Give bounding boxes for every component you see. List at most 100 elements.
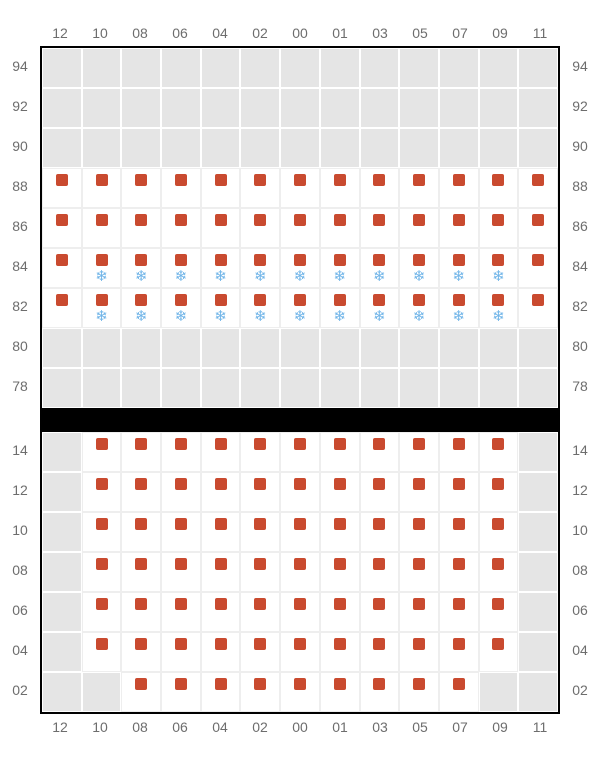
seat-cell[interactable] xyxy=(201,672,241,712)
seat-cell[interactable] xyxy=(439,512,479,552)
seat-cell[interactable] xyxy=(479,552,519,592)
seat-cell[interactable] xyxy=(360,512,400,552)
seat-cell[interactable] xyxy=(121,472,161,512)
seat-cell[interactable] xyxy=(280,512,320,552)
seat-cell[interactable]: ❄ xyxy=(479,248,519,288)
seat-cell[interactable]: ❄ xyxy=(360,288,400,328)
seat-cell[interactable] xyxy=(121,552,161,592)
seat-cell[interactable] xyxy=(360,472,400,512)
seat-cell[interactable] xyxy=(240,168,280,208)
seat-cell[interactable] xyxy=(320,208,360,248)
seat-cell[interactable] xyxy=(240,472,280,512)
seat-cell[interactable] xyxy=(121,672,161,712)
seat-cell[interactable] xyxy=(518,248,558,288)
seat-cell[interactable]: ❄ xyxy=(121,288,161,328)
seat-cell[interactable]: ❄ xyxy=(280,248,320,288)
seat-cell[interactable] xyxy=(320,632,360,672)
seat-cell[interactable] xyxy=(280,432,320,472)
seat-cell[interactable]: ❄ xyxy=(320,248,360,288)
seat-cell[interactable] xyxy=(240,512,280,552)
seat-cell[interactable] xyxy=(360,552,400,592)
seat-cell[interactable] xyxy=(320,472,360,512)
seat-cell[interactable] xyxy=(161,552,201,592)
seat-cell[interactable] xyxy=(280,592,320,632)
seat-cell[interactable]: ❄ xyxy=(240,288,280,328)
seat-cell[interactable] xyxy=(240,208,280,248)
seat-cell[interactable] xyxy=(121,512,161,552)
seat-cell[interactable]: ❄ xyxy=(121,248,161,288)
seat-cell[interactable] xyxy=(439,208,479,248)
seat-cell[interactable]: ❄ xyxy=(439,288,479,328)
seat-cell[interactable]: ❄ xyxy=(161,288,201,328)
seat-cell[interactable] xyxy=(161,672,201,712)
seat-cell[interactable] xyxy=(439,592,479,632)
seat-cell[interactable] xyxy=(280,552,320,592)
seat-cell[interactable] xyxy=(360,208,400,248)
seat-cell[interactable] xyxy=(201,432,241,472)
seat-cell[interactable]: ❄ xyxy=(240,248,280,288)
seat-cell[interactable] xyxy=(399,432,439,472)
seat-cell[interactable] xyxy=(280,168,320,208)
seat-cell[interactable] xyxy=(161,472,201,512)
seat-cell[interactable] xyxy=(399,672,439,712)
seat-cell[interactable] xyxy=(201,512,241,552)
seat-cell[interactable] xyxy=(360,672,400,712)
seat-cell[interactable] xyxy=(439,168,479,208)
seat-cell[interactable] xyxy=(399,512,439,552)
seat-cell[interactable]: ❄ xyxy=(399,248,439,288)
seat-cell[interactable] xyxy=(479,208,519,248)
seat-cell[interactable] xyxy=(360,168,400,208)
seat-cell[interactable] xyxy=(201,472,241,512)
seat-cell[interactable] xyxy=(320,432,360,472)
seat-cell[interactable] xyxy=(161,168,201,208)
seat-cell[interactable] xyxy=(161,208,201,248)
seat-cell[interactable] xyxy=(399,168,439,208)
seat-cell[interactable]: ❄ xyxy=(201,288,241,328)
seat-cell[interactable] xyxy=(161,592,201,632)
seat-cell[interactable] xyxy=(399,208,439,248)
seat-cell[interactable] xyxy=(399,472,439,512)
seat-cell[interactable] xyxy=(280,672,320,712)
seat-cell[interactable] xyxy=(320,592,360,632)
seat-cell[interactable] xyxy=(201,592,241,632)
seat-cell[interactable] xyxy=(42,168,82,208)
seat-cell[interactable] xyxy=(201,552,241,592)
seat-cell[interactable] xyxy=(360,432,400,472)
seat-cell[interactable] xyxy=(42,208,82,248)
seat-cell[interactable] xyxy=(121,168,161,208)
seat-cell[interactable] xyxy=(320,552,360,592)
seat-cell[interactable] xyxy=(280,472,320,512)
seat-cell[interactable] xyxy=(399,632,439,672)
seat-cell[interactable] xyxy=(82,552,122,592)
seat-cell[interactable] xyxy=(121,432,161,472)
seat-cell[interactable] xyxy=(82,208,122,248)
seat-cell[interactable] xyxy=(399,552,439,592)
seat-cell[interactable] xyxy=(240,592,280,632)
seat-cell[interactable] xyxy=(240,552,280,592)
seat-cell[interactable] xyxy=(320,672,360,712)
seat-cell[interactable]: ❄ xyxy=(280,288,320,328)
seat-cell[interactable] xyxy=(439,432,479,472)
seat-cell[interactable] xyxy=(320,512,360,552)
seat-cell[interactable] xyxy=(479,592,519,632)
seat-cell[interactable]: ❄ xyxy=(201,248,241,288)
seat-cell[interactable] xyxy=(42,248,82,288)
seat-cell[interactable] xyxy=(479,632,519,672)
seat-cell[interactable] xyxy=(280,208,320,248)
seat-cell[interactable] xyxy=(439,472,479,512)
seat-cell[interactable] xyxy=(161,432,201,472)
seat-cell[interactable] xyxy=(479,472,519,512)
seat-cell[interactable] xyxy=(201,168,241,208)
seat-cell[interactable] xyxy=(280,632,320,672)
seat-cell[interactable] xyxy=(201,632,241,672)
seat-cell[interactable] xyxy=(82,472,122,512)
seat-cell[interactable]: ❄ xyxy=(161,248,201,288)
seat-cell[interactable] xyxy=(479,168,519,208)
seat-cell[interactable]: ❄ xyxy=(320,288,360,328)
seat-cell[interactable]: ❄ xyxy=(82,248,122,288)
seat-cell[interactable]: ❄ xyxy=(479,288,519,328)
seat-cell[interactable] xyxy=(518,288,558,328)
seat-cell[interactable] xyxy=(439,672,479,712)
seat-cell[interactable] xyxy=(479,512,519,552)
seat-cell[interactable]: ❄ xyxy=(399,288,439,328)
